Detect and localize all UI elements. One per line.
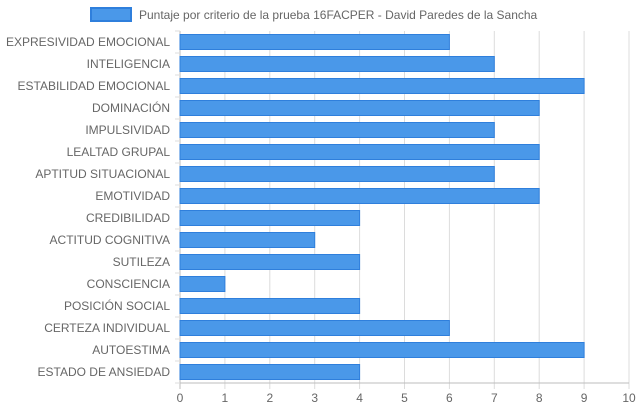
category-label: LEALTAD GRUPAL (67, 145, 171, 159)
bar[interactable] (179, 232, 316, 248)
bars (179, 34, 585, 380)
x-tick-label: 0 (177, 391, 184, 405)
bar[interactable] (179, 78, 585, 94)
category-label: ESTABILIDAD EMOCIONAL (18, 79, 171, 93)
category-label: EXPRESIVIDAD EMOCIONAL (6, 35, 170, 49)
category-label: INTELIGENCIA (87, 57, 170, 71)
category-label: POSICIÓN SOCIAL (64, 298, 170, 313)
bar[interactable] (179, 122, 495, 138)
category-label: CONSCIENCIA (87, 277, 170, 291)
x-axis-ticks: 0 1 2 3 4 5 6 7 8 9 10 (177, 391, 636, 405)
x-tick-label: 3 (311, 391, 318, 405)
bar[interactable] (179, 276, 226, 292)
x-tick-label: 4 (356, 391, 363, 405)
bar[interactable] (179, 34, 450, 50)
bar[interactable] (179, 100, 540, 116)
bar[interactable] (179, 166, 495, 182)
category-label: EMOTIVIDAD (95, 189, 170, 203)
x-tick-label: 2 (266, 391, 273, 405)
x-tick-label: 10 (622, 391, 636, 405)
category-label: DOMINACIÓN (92, 100, 170, 115)
x-tick-label: 5 (401, 391, 408, 405)
category-label: AUTOESTIMA (92, 343, 170, 357)
bar[interactable] (179, 254, 361, 270)
category-label: IMPULSIVIDAD (85, 123, 170, 137)
x-tick-label: 6 (446, 391, 453, 405)
bar[interactable] (179, 320, 450, 336)
category-label: ACTITUD COGNITIVA (50, 233, 170, 247)
category-label: APTITUD SITUACIONAL (35, 167, 170, 181)
legend[interactable]: Puntaje por criterio de la prueba 16FACP… (90, 7, 538, 22)
legend-label[interactable]: Puntaje por criterio de la prueba 16FACP… (139, 8, 538, 22)
bar[interactable] (179, 210, 361, 226)
category-label: SUTILEZA (113, 255, 170, 269)
bar[interactable] (179, 144, 540, 160)
bar[interactable] (179, 342, 585, 358)
x-tick-label: 7 (491, 391, 498, 405)
category-label: CERTEZA INDIVIDUAL (44, 321, 170, 335)
x-tick-label: 1 (222, 391, 229, 405)
category-label: ESTADO DE ANSIEDAD (38, 365, 171, 379)
bar[interactable] (179, 298, 361, 314)
x-tick-label: 9 (581, 391, 588, 405)
category-label: CREDIBILIDAD (86, 211, 170, 225)
bar[interactable] (179, 188, 540, 204)
x-tick-label: 8 (536, 391, 543, 405)
bar[interactable] (179, 56, 495, 72)
category-labels: EXPRESIVIDAD EMOCIONAL INTELIGENCIA ESTABI… (6, 35, 170, 379)
legend-swatch[interactable] (90, 7, 132, 22)
bar[interactable] (179, 364, 361, 380)
